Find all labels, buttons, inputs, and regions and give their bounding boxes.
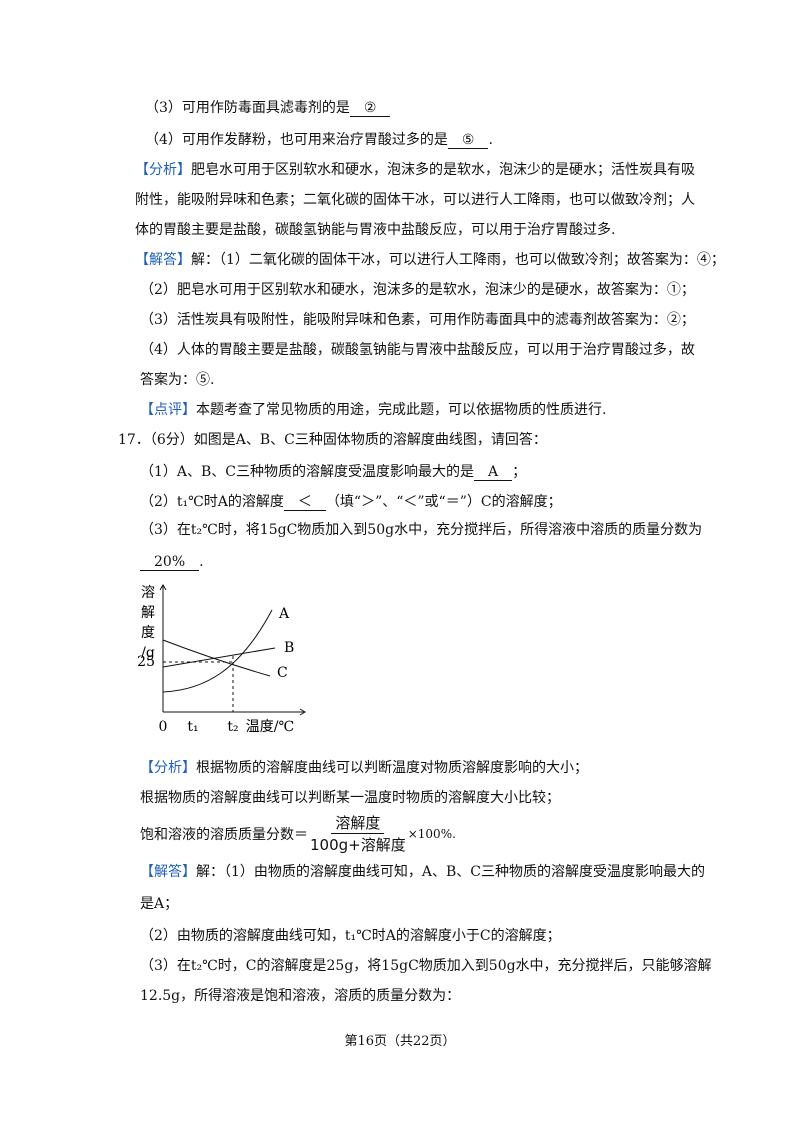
answer: A	[474, 464, 513, 481]
y-tick-label: 25	[137, 654, 155, 670]
section-label: 【分析】	[140, 760, 196, 776]
line-text: （2）肥皂水可用于区别软水和硬水，泡沫多的是软水，泡沫少的是硬水，故答案为：①；	[140, 282, 695, 298]
curve-a	[162, 609, 273, 693]
line-text: 肥皂水可用于区别软水和硬水，泡沫多的是软水，泡沫少的是硬水；活性炭具有吸	[191, 162, 695, 178]
text-line: 【解答】解：（1）二氧化碳的固体干冰，可以进行人工降雨，也可以做致冷剂；故答案为…	[135, 250, 725, 270]
fraction: 溶解度 100g+溶解度	[310, 812, 406, 855]
line-text: （4）人体的胃酸主要是盐酸，碳酸氢钠能与胃液中盐酸反应，可以用于治疗胃酸过多，故	[140, 342, 695, 358]
text-line: （3）活性炭具有吸附性，能吸附异味和色素，可用作防毒面具中的滤毒剂故答案为：②；	[140, 310, 695, 330]
text-line: （1）A、B、C三种物质的溶解度受温度影响最大的是 A；	[140, 462, 526, 482]
line-after: ；	[512, 464, 527, 480]
text-line: 附性，能吸附异味和色素；二氧化碳的固体干冰，可以进行人工降雨，也可以做致冷剂；人	[135, 190, 695, 210]
text-line: 12.5g，所得溶液是饱和溶液，溶质的质量分数为：	[140, 986, 460, 1006]
text-line: 【分析】根据物质的溶解度曲线可以判断温度对物质溶解度影响的大小；	[140, 758, 588, 778]
section-label: 【解答】	[140, 864, 196, 880]
answer: ②	[349, 100, 391, 117]
curve-c	[162, 639, 271, 677]
text-line: 体的胃酸主要是盐酸，碳酸氢钠能与胃液中盐酸反应，可以用于治疗胃酸过多.	[135, 220, 615, 240]
line-text: 12.5g，所得溶液是饱和溶液，溶质的质量分数为：	[140, 988, 461, 1004]
text-line: 是A；	[140, 894, 178, 914]
text-line: （4）人体的胃酸主要是盐酸，碳酸氢钠能与胃液中盐酸反应，可以用于治疗胃酸过多，故	[140, 340, 695, 360]
text-line: 【解答】解：（1）由物质的溶解度曲线可知，A、B、C三种物质的溶解度受温度影响最…	[140, 862, 705, 882]
line-after: （填“＞”、“＜”或“＝”）C的溶解度；	[325, 494, 562, 510]
y-label: 解	[141, 605, 155, 621]
line-text: 17．（6分）如图是A、B、C三种固体物质的溶解度曲线图，请回答：	[118, 432, 547, 448]
line-text: 解：（1）二氧化碳的固体干冰，可以进行人工降雨，也可以做致冷剂；故答案为：④；	[191, 252, 725, 268]
line-text: 根据物质的溶解度曲线可以判断温度对物质溶解度影响的大小；	[196, 760, 588, 776]
x-label: t₁	[187, 719, 198, 735]
line-after: .	[199, 554, 204, 570]
section-label: 【点评】	[140, 402, 196, 418]
x-arrow	[299, 708, 306, 716]
curve-b	[162, 647, 276, 668]
footer: 第16页（共22页）	[344, 1034, 456, 1049]
line-after: .	[488, 132, 493, 148]
x-label: t₂	[227, 719, 238, 735]
line-text: 根据物质的溶解度曲线可以判断某一温度时物质的溶解度大小比较；	[140, 790, 560, 806]
y-label: 溶	[141, 585, 155, 601]
text-line: （2）由物质的溶解度曲线可知，t₁℃时A的溶解度小于C的溶解度；	[140, 926, 561, 946]
line-text: 是A；	[140, 896, 179, 912]
curve-label: B	[284, 640, 294, 656]
answer: 20%	[140, 554, 200, 571]
answer: ⑤	[447, 132, 489, 149]
text-line: 答案为：⑤.	[140, 370, 214, 390]
line-text: （3）在t₂℃时，将15gC物质加入到50g水中，充分搅拌后，所得溶液中溶质的质…	[140, 522, 703, 538]
curve-label: C	[277, 665, 288, 681]
text-line: （2）肥皂水可用于区别软水和硬水，泡沫多的是软水，泡沫少的是硬水，故答案为：①；	[140, 280, 695, 300]
formula-after: ×100%.	[407, 826, 456, 841]
line-text: 附性，能吸附异味和色素；二氧化碳的固体干冰，可以进行人工降雨，也可以做致冷剂；人	[135, 192, 695, 208]
text-line: （2）t₁℃时A的溶解度＜（填“＞”、“＜”或“＝”）C的溶解度；	[140, 492, 562, 512]
line-text: （3）活性炭具有吸附性，能吸附异味和色素，可用作防毒面具中的滤毒剂故答案为：②；	[140, 312, 695, 328]
text-line: 根据物质的溶解度曲线可以判断某一温度时物质的溶解度大小比较；	[140, 788, 560, 808]
denominator: 100g+溶解度	[310, 836, 406, 854]
y-label: 度	[141, 625, 155, 641]
line-text: 解：（1）由物质的溶解度曲线可知，A、B、C三种物质的溶解度受温度影响最大的	[196, 864, 706, 880]
text-line: （3）在t₂℃时，将15gC物质加入到50g水中，充分搅拌后，所得溶液中溶质的质…	[140, 520, 702, 540]
answer: ＜	[283, 494, 326, 511]
text-line: （3）可用作防毒面具滤毒剂的是 ②	[145, 98, 391, 118]
formula-text: 饱和溶液的溶质质量分数＝	[140, 826, 308, 843]
line-text: （4）可用作发酵粉，也可用来治疗胃酸过多的是	[145, 132, 448, 148]
line-text: （1）A、B、C三种物质的溶解度受温度影响最大的是	[140, 464, 475, 480]
x-label: 温度/℃	[246, 719, 294, 735]
text-line: （3）在t₂℃时，C的溶解度是25g，将15gC物质加入到50g水中，充分搅拌后…	[140, 956, 712, 976]
y-arrow	[159, 584, 167, 591]
line-text: 体的胃酸主要是盐酸，碳酸氢钠能与胃液中盐酸反应，可以用于治疗胃酸过多.	[135, 222, 616, 238]
text-line: （4）可用作发酵粉，也可用来治疗胃酸过多的是 ⑤.	[145, 130, 493, 150]
section-label: 【分析】	[135, 162, 191, 178]
text-line: 17．（6分）如图是A、B、C三种固体物质的溶解度曲线图，请回答：	[118, 430, 547, 450]
text-line: 20%.	[140, 552, 204, 572]
section-label: 【解答】	[135, 252, 191, 268]
line-text: （3）可用作防毒面具滤毒剂的是	[145, 100, 350, 116]
curve-label: A	[278, 606, 290, 622]
line-text: 答案为：⑤.	[140, 372, 215, 388]
text-line: 【点评】本题考查了常见物质的用途，完成此题，可以依据物质的性质进行.	[140, 400, 606, 420]
line-text: （3）在t₂℃时，C的溶解度是25g，将15gC物质加入到50g水中，充分搅拌后…	[140, 958, 712, 974]
line-text: （2）t₁℃时A的溶解度	[140, 494, 284, 510]
line-text: （2）由物质的溶解度曲线可知，t₁℃时A的溶解度小于C的溶解度；	[140, 928, 561, 944]
y-label: /g	[141, 645, 155, 661]
numerator: 溶解度	[331, 812, 385, 834]
formula: 饱和溶液的溶质质量分数＝ 溶解度 100g+溶解度 ×100%.	[140, 812, 456, 855]
text-line: 【分析】肥皂水可用于区别软水和硬水，泡沫多的是软水，泡沫少的是硬水；活性炭具有吸	[135, 160, 695, 180]
line-text: 本题考查了常见物质的用途，完成此题，可以依据物质的性质进行.	[196, 402, 607, 418]
x-label: 0	[159, 719, 168, 735]
